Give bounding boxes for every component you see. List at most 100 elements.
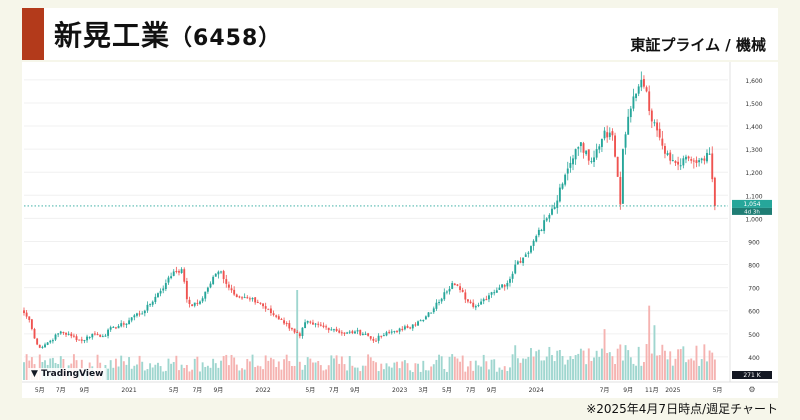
volume-bar [330, 355, 333, 380]
settings-gear-icon[interactable]: ⚙ [748, 385, 755, 394]
candle-body [298, 333, 301, 337]
volume-bar [280, 369, 283, 380]
candlestick-chart[interactable]: 400 500 600 700 800 900 1,000 1,100 1,200 1,300 1,… [22, 62, 778, 398]
candle-body [122, 323, 125, 325]
candle-body [49, 340, 52, 343]
candle-body [637, 86, 640, 94]
candle-body [414, 324, 417, 326]
accent-bar [22, 8, 44, 60]
candle-body [333, 329, 335, 331]
volume-bar [611, 356, 614, 380]
candle-body [443, 292, 446, 300]
volume-bar [364, 365, 367, 380]
volume-bar [422, 360, 425, 380]
candle-body [51, 340, 54, 342]
volume-tag-bg [732, 371, 772, 379]
volume-bar [222, 356, 225, 380]
candle-body [482, 299, 485, 302]
candle-body [619, 177, 622, 205]
candle-body [267, 308, 270, 310]
volume-bar [432, 364, 435, 380]
volume-bar [656, 355, 659, 380]
candle-body [44, 344, 46, 348]
volume-bar [503, 366, 506, 380]
volume-bar [527, 356, 530, 380]
volume-bar [548, 346, 551, 380]
volume-bar [585, 364, 588, 380]
candle-body [698, 160, 701, 163]
candle-body [422, 319, 425, 321]
candle-body [304, 322, 307, 329]
candle-body [564, 174, 567, 185]
volume-bar [587, 348, 590, 380]
candle-body [424, 316, 427, 320]
candle-body [277, 316, 280, 320]
candle-body [141, 313, 144, 315]
candle-body [535, 235, 538, 242]
volume-bar [335, 355, 338, 380]
volume-bar [204, 366, 207, 380]
volume-bar [306, 357, 309, 380]
volume-bar [241, 368, 243, 380]
candle-body [440, 298, 443, 302]
volume-bar [23, 362, 25, 380]
candle-body [159, 290, 162, 294]
candle-body [290, 328, 293, 330]
candle-body [511, 273, 514, 279]
volume-bar [582, 350, 585, 380]
volume-bar [120, 355, 123, 380]
volume-bar [220, 360, 222, 380]
volume-bar [227, 365, 230, 380]
x-tick-label: 5月 [305, 387, 315, 394]
volume-bar [635, 365, 638, 380]
candle-body [661, 138, 664, 146]
volume-bar [485, 361, 488, 380]
volume-bar [191, 369, 194, 380]
volume-bar [593, 357, 595, 380]
candle-body [154, 296, 157, 302]
candle-body [306, 320, 309, 323]
candle-body [388, 331, 391, 333]
candle-body [204, 291, 207, 299]
volume-bar [698, 365, 701, 380]
volume-bar [711, 352, 714, 380]
volume-bar [235, 364, 238, 380]
volume-bar [506, 370, 509, 380]
volume-bar [703, 344, 706, 380]
candle-body [598, 146, 601, 150]
candle-body [301, 327, 304, 336]
chart-panel[interactable]: 400 500 600 700 800 900 1,000 1,100 1,200 1,300 1,… [22, 62, 778, 398]
volume-bar [564, 364, 567, 380]
volume-bar [212, 358, 215, 380]
candle-body [369, 336, 372, 339]
tradingview-logo-text: TradingView [41, 369, 104, 379]
volume-bar [322, 370, 325, 380]
volume-bar [411, 371, 414, 380]
volume-bar [112, 367, 115, 380]
candle-body [285, 323, 288, 325]
candle-body [86, 336, 88, 341]
volume-bar [38, 354, 41, 380]
x-tick-label: 2022 [255, 387, 270, 394]
volume-bar [424, 370, 427, 380]
x-tick-label: 7月 [56, 387, 66, 394]
candle-body [83, 340, 86, 342]
candle-body [485, 299, 488, 301]
candle-body [312, 322, 314, 325]
volume-bar [348, 356, 351, 380]
candle-body [322, 325, 325, 327]
volume-bar [577, 353, 580, 380]
volume-bar [193, 358, 196, 380]
candle-body [377, 335, 380, 341]
volume-bar [209, 367, 212, 380]
candle-body [503, 285, 506, 287]
volume-bar [346, 370, 349, 380]
candle-body [338, 330, 341, 333]
volume-bar [453, 356, 456, 380]
volume-bar [340, 356, 343, 380]
candle-body [664, 146, 666, 154]
volume-bar [461, 355, 464, 380]
candle-body [545, 218, 548, 221]
volume-bar [417, 363, 419, 380]
volume-bar [312, 362, 314, 380]
